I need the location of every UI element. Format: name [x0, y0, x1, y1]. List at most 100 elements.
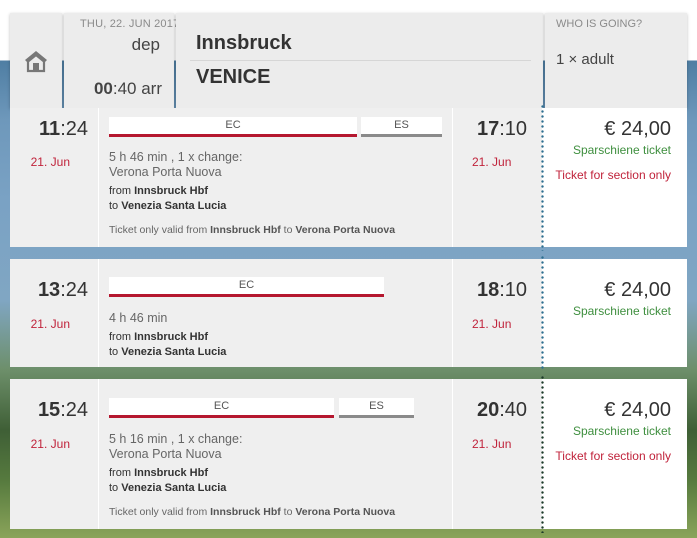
departure-time: 15:24: [38, 399, 88, 422]
departure-minute: :24: [60, 399, 88, 421]
train-type-label: EC: [213, 400, 230, 412]
arrival-time: 18:10: [477, 279, 527, 302]
section-ticket-note: Ticket for section only: [555, 449, 671, 463]
validity-prefix: Ticket only valid from: [109, 506, 211, 518]
duration-text: 5 h 46 min , 1 x change:: [109, 150, 243, 164]
train-type-label: ES: [369, 400, 384, 412]
arrival-minute: :10: [499, 118, 528, 140]
validity-to: Verona Porta Nuova: [295, 506, 396, 518]
to-station-line: to Venezia Santa Lucia: [109, 199, 242, 214]
connection-card[interactable]: 15:24 21. Jun EC ES 5 h 16 min , 1 x cha…: [10, 375, 687, 533]
train-segment: ES: [339, 398, 414, 418]
train-type-label: ES: [394, 119, 409, 131]
arrival-minute-label: :40 arr: [112, 79, 162, 98]
connection-card[interactable]: 13:24 21. Jun EC 4 h 46 min from Innsbru…: [10, 255, 687, 371]
from-station-line: from Innsbruck Hbf: [109, 184, 242, 199]
from-station-line: from Innsbruck Hbf: [109, 466, 242, 481]
train-type-label: EC: [238, 279, 255, 291]
validity-from: Innsbruck Hbf: [210, 506, 281, 518]
arrival-time: 20:40: [477, 399, 527, 422]
departure-day: 21. Jun: [30, 155, 70, 169]
to-station: Venezia Santa Lucia: [121, 200, 227, 212]
fare-type: Sparschiene ticket: [572, 143, 671, 157]
arrival-time: 00:40 arr: [94, 79, 162, 99]
arrival-minute: :40: [499, 399, 528, 421]
from-prefix: from: [109, 331, 135, 343]
departure-minute: :24: [60, 118, 88, 140]
date-time-selector[interactable]: THU, 22. JUN 2017 dep 00:40 arr: [64, 13, 179, 108]
departure-hour: 13: [37, 279, 61, 301]
arrival-hour: 00: [93, 79, 113, 98]
arrival-hour: 17: [477, 118, 500, 140]
change-station: Verona Porta Nuova: [109, 447, 222, 461]
departure-label: dep: [131, 35, 160, 54]
validity-to: Verona Porta Nuova: [295, 224, 396, 236]
ticket-validity-note: Ticket only valid from Innsbruck Hbf to …: [109, 224, 395, 236]
duration-text: 5 h 16 min , 1 x change:: [109, 432, 243, 446]
departure-day: 21. Jun: [30, 317, 70, 331]
arrival-day: 21. Jun: [472, 437, 512, 451]
from-station: Innsbruck Hbf: [134, 185, 209, 197]
validity-mid: to: [280, 224, 296, 236]
connection-info: 5 h 46 min , 1 x change: Verona Porta Nu…: [109, 150, 242, 214]
validity-prefix: Ticket only valid from: [109, 224, 211, 236]
dotted-separator: [541, 375, 544, 533]
price-column[interactable]: € 24,00 Sparschiene ticket Ticket for se…: [545, 379, 687, 529]
departure-time: 11:24: [39, 118, 88, 141]
arrival-time: 17:10: [477, 118, 527, 141]
to-prefix: to: [109, 346, 122, 358]
origin-city[interactable]: Innsbruck: [196, 32, 292, 54]
departure-minute: :24: [60, 279, 88, 301]
from-station: Innsbruck Hbf: [134, 331, 209, 343]
departure-day: 21. Jun: [30, 437, 70, 451]
ticket-validity-note: Ticket only valid from Innsbruck Hbf to …: [109, 506, 395, 518]
price-column[interactable]: € 24,00 Sparschiene ticket Ticket for se…: [545, 108, 687, 247]
arrival-hour: 18: [477, 279, 500, 301]
connection-details: EC 4 h 46 min from Innsbruck Hbf to Vene…: [99, 259, 452, 367]
destination-city[interactable]: VENICE: [196, 66, 271, 88]
arrival-day: 21. Jun: [472, 317, 512, 331]
departure-hour: 15: [37, 399, 61, 421]
change-station: Verona Porta Nuova: [109, 165, 222, 179]
arrival-column: 17:10 21. Jun: [453, 108, 542, 247]
travel-date: THU, 22. JUN 2017: [80, 18, 180, 30]
validity-from: Innsbruck Hbf: [210, 224, 281, 236]
to-prefix: to: [109, 200, 122, 212]
passenger-label: WHO IS GOING?: [556, 18, 643, 30]
arrival-column: 20:40 21. Jun: [453, 379, 542, 529]
dotted-separator: [541, 104, 544, 251]
arrival-hour: 20: [477, 399, 500, 421]
fare-type: Sparschiene ticket: [572, 304, 671, 318]
validity-mid: to: [280, 506, 296, 518]
to-station: Venezia Santa Lucia: [121, 346, 227, 358]
from-station: Innsbruck Hbf: [134, 467, 209, 479]
connection-info: 4 h 46 min from Innsbruck Hbf to Venezia…: [109, 311, 226, 360]
route-selector: Innsbruck VENICE: [176, 13, 543, 108]
passenger-value: 1 × adult: [556, 51, 614, 68]
from-prefix: from: [109, 467, 135, 479]
connection-details: EC ES 5 h 46 min , 1 x change: Verona Po…: [99, 108, 452, 247]
to-station-line: to Venezia Santa Lucia: [109, 345, 226, 360]
home-button[interactable]: [10, 13, 62, 108]
from-prefix: from: [109, 185, 135, 197]
duration-text: 4 h 46 min: [109, 311, 168, 325]
train-segment: ES: [361, 117, 442, 137]
arrival-column: 18:10 21. Jun: [453, 259, 542, 367]
connection-card[interactable]: 11:24 21. Jun EC ES 5 h 46 min , 1 x cha…: [10, 104, 687, 251]
arrival-minute: :10: [499, 279, 528, 301]
connection-info: 5 h 16 min , 1 x change: Verona Porta Nu…: [109, 432, 242, 496]
to-prefix: to: [109, 482, 122, 494]
train-segment: EC: [109, 277, 384, 297]
section-ticket-note: Ticket for section only: [555, 168, 671, 182]
train-type-label: EC: [225, 119, 241, 131]
price-value: € 24,00: [604, 399, 671, 421]
city-divider: [190, 60, 531, 61]
to-station-line: to Venezia Santa Lucia: [109, 481, 242, 496]
departure-column: 13:24 21. Jun: [10, 259, 98, 367]
passenger-selector[interactable]: WHO IS GOING? 1 × adult: [545, 13, 687, 108]
departure-column: 11:24 21. Jun: [10, 108, 98, 247]
price-column[interactable]: € 24,00 Sparschiene ticket: [545, 259, 687, 367]
price-value: € 24,00: [604, 279, 671, 301]
price-value: € 24,00: [604, 118, 671, 140]
departure-column: 15:24 21. Jun: [10, 379, 98, 529]
